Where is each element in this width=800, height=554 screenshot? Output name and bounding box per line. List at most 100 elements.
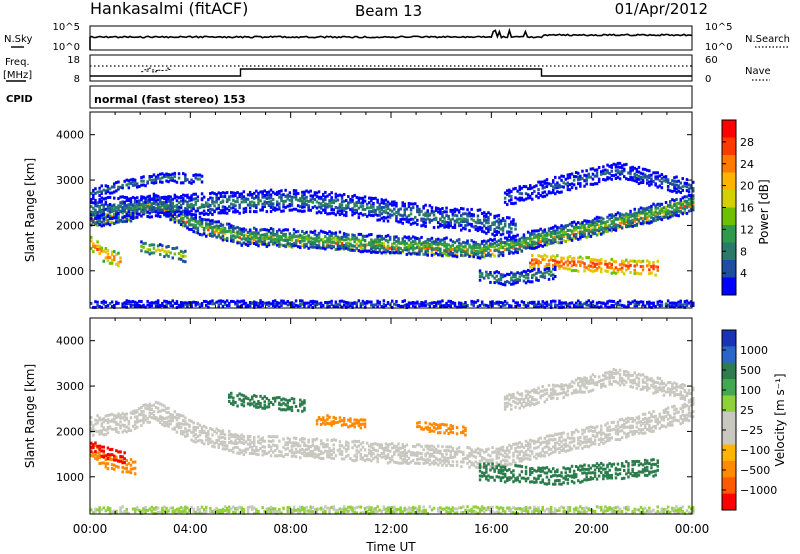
heatmap-cell: [278, 235, 281, 238]
heatmap-cell: [531, 237, 534, 241]
heatmap-cell: [597, 305, 601, 309]
heatmap-cell: [127, 419, 131, 423]
heatmap-cell: [347, 303, 350, 307]
heatmap-cell: [620, 262, 624, 266]
heatmap-cell: [194, 202, 197, 206]
heatmap-cell: [480, 302, 484, 306]
heatmap-cell: [570, 172, 574, 176]
heatmap-cell: [173, 220, 177, 224]
heatmap-cell: [612, 174, 616, 178]
heatmap-cell: [466, 220, 469, 224]
heatmap-cell: [558, 190, 561, 194]
heatmap-cell: [614, 173, 618, 177]
heatmap-cell: [303, 200, 306, 204]
heatmap-cell: [280, 237, 283, 241]
heatmap-cell: [643, 217, 647, 221]
heatmap-cell: [449, 250, 452, 254]
heatmap-cell: [641, 265, 645, 268]
heatmap-cell: [675, 183, 678, 187]
heatmap-cell: [328, 193, 331, 197]
heatmap-cell: [541, 255, 544, 259]
heatmap-cell: [182, 217, 185, 220]
heatmap-cell: [98, 214, 101, 218]
heatmap-cell: [595, 303, 599, 307]
heatmap-cell: [169, 204, 172, 208]
heatmap-cell: [633, 207, 636, 211]
heatmap-cell: [418, 245, 421, 249]
heatmap-cell: [637, 165, 641, 169]
heatmap-cell: [182, 220, 185, 224]
heatmap-cell: [248, 241, 252, 244]
heatmap-cell: [276, 230, 279, 233]
heatmap-cell: [428, 301, 432, 305]
heatmap-cell: [207, 222, 210, 226]
heatmap-cell: [315, 447, 319, 451]
heatmap-cell: [363, 249, 367, 253]
heatmap-cell: [127, 218, 131, 222]
heatmap-cell: [240, 305, 243, 309]
heatmap-cell: [447, 224, 450, 227]
heatmap-cell: [207, 198, 210, 202]
heatmap-cell: [299, 197, 302, 201]
heatmap-cell: [514, 238, 517, 242]
heatmap-cell: [269, 231, 273, 235]
heatmap-cell: [267, 301, 271, 305]
heatmap-cell: [564, 260, 567, 264]
heatmap-cell: [159, 208, 162, 212]
heatmap-cell: [303, 236, 306, 240]
heatmap-cell: [386, 215, 390, 219]
heatmap-cell: [526, 193, 530, 197]
heatmap-cell: [489, 227, 492, 231]
heatmap-cell: [284, 235, 287, 239]
heatmap-cell: [136, 409, 139, 413]
heatmap-cell: [182, 198, 185, 202]
heatmap-cell: [671, 182, 674, 186]
heatmap-cell: [133, 216, 137, 220]
heatmap-cell: [221, 229, 225, 233]
heatmap-cell: [234, 433, 237, 437]
heatmap-cell: [497, 254, 501, 258]
heatmap-cell: [215, 439, 218, 442]
heatmap-cell: [593, 262, 597, 266]
heatmap-cell: [129, 211, 133, 215]
heatmap-cell: [253, 439, 256, 443]
heatmap-cell: [574, 186, 578, 190]
heatmap-cell: [660, 186, 664, 190]
heatmap-cell: [386, 244, 390, 248]
heatmap-cell: [342, 193, 346, 196]
heatmap-cell: [133, 183, 137, 187]
heatmap-cell: [577, 182, 580, 186]
heatmap-cell: [292, 444, 296, 448]
heatmap-cell: [123, 305, 126, 308]
heatmap-cell: [102, 249, 105, 253]
heatmap-cell: [666, 188, 670, 192]
heatmap-cell: [263, 445, 266, 449]
heatmap-cell: [211, 226, 214, 229]
heatmap-cell: [228, 226, 231, 229]
heatmap-cell: [207, 205, 210, 208]
heatmap-cell: [386, 301, 390, 304]
heatmap-cell: [301, 209, 304, 213]
heatmap-cell: [365, 300, 369, 304]
heatmap-cell: [506, 272, 509, 276]
heatmap-cell: [119, 204, 122, 208]
heatmap-cell: [263, 239, 266, 243]
heatmap-cell: [342, 208, 346, 212]
heatmap-cell: [328, 234, 331, 238]
y-tick-label: 1000: [56, 265, 84, 278]
heatmap-cell: [207, 233, 210, 237]
heatmap-cell: [470, 213, 473, 216]
heatmap-cell: [554, 259, 557, 263]
heatmap-cell: [102, 219, 105, 223]
heatmap-cell: [380, 235, 383, 238]
heatmap-cell: [336, 241, 340, 245]
heatmap-cell: [620, 213, 624, 217]
heatmap-cell: [378, 218, 381, 222]
heatmap-cell: [637, 177, 641, 181]
heatmap-cell: [593, 232, 597, 235]
heatmap-cell: [512, 299, 515, 303]
heatmap-cell: [202, 429, 206, 433]
heatmap-cell: [635, 180, 639, 184]
heatmap-cell: [167, 199, 170, 203]
heatmap-cell: [472, 225, 475, 229]
